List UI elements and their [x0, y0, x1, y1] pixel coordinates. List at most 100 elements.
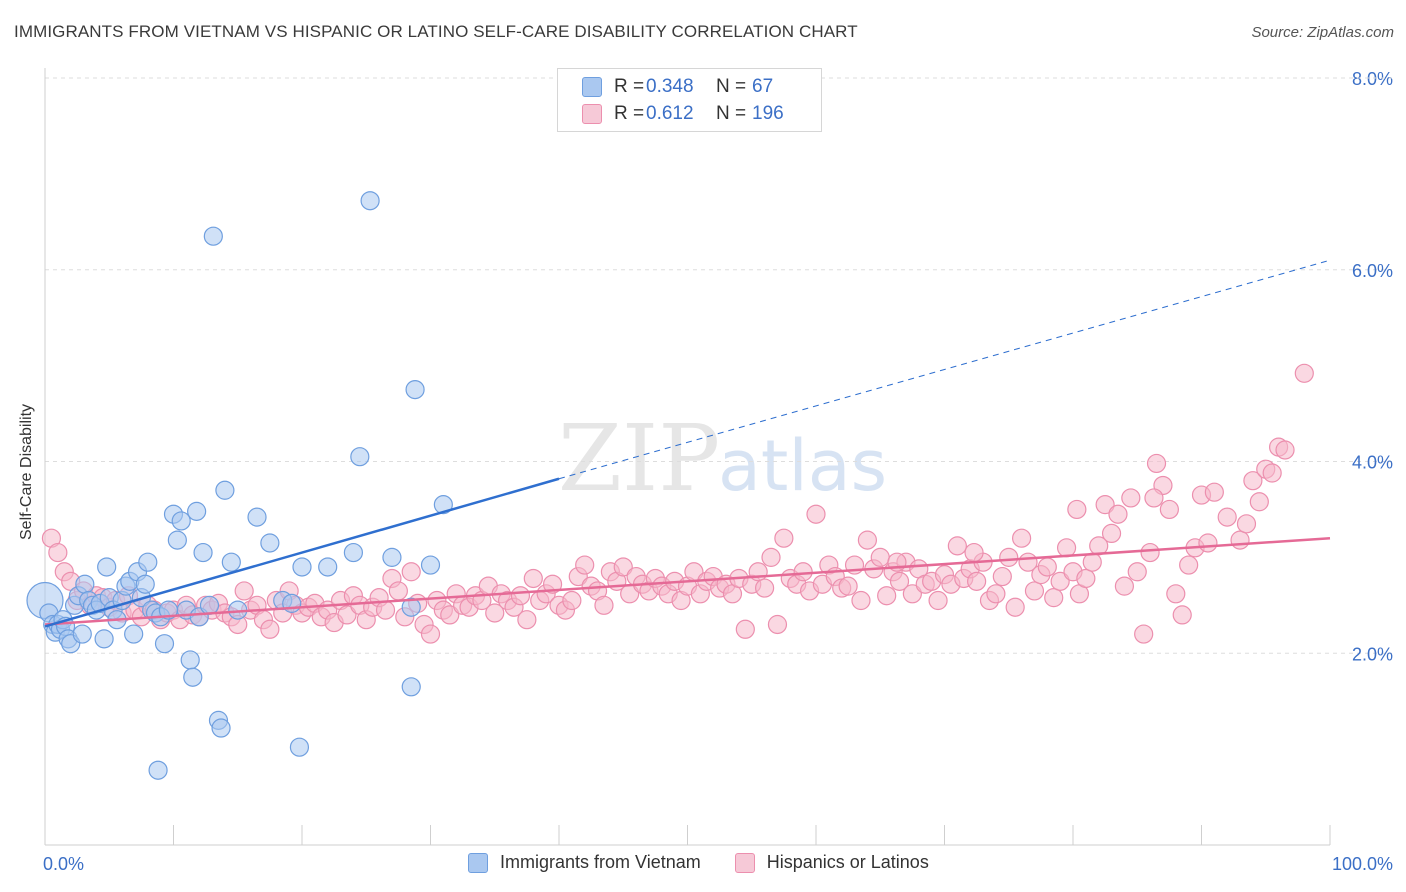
- vietnam-point: [193, 542, 213, 563]
- hispanic-point: [1044, 588, 1064, 608]
- hispanic-point: [1127, 562, 1147, 582]
- legend-n-label: N =: [716, 103, 747, 124]
- hispanic-point: [1275, 440, 1295, 460]
- vietnam-point: [215, 480, 235, 500]
- legend-item-vietnam: Immigrants from Vietnam: [468, 852, 701, 873]
- legend-row-hispanic: R = 0.612 N = 196: [582, 103, 784, 125]
- hispanic-point: [234, 581, 254, 601]
- hispanic-point: [857, 530, 878, 550]
- vietnam-point: [420, 555, 441, 575]
- vietnam-point: [97, 557, 117, 577]
- hispanic-point: [767, 614, 788, 635]
- vietnam-point: [401, 597, 421, 617]
- hispanic-point: [1204, 482, 1224, 502]
- hispanic-point: [1067, 499, 1087, 520]
- y-tick-label: 2.0%: [1352, 644, 1393, 664]
- hispanic-point: [992, 566, 1012, 587]
- vietnam-point: [318, 557, 338, 577]
- hispanic-point: [613, 557, 633, 577]
- vietnam-point: [260, 533, 280, 553]
- vietnam-point: [433, 495, 453, 515]
- hispanic-point: [1236, 514, 1257, 534]
- watermark-zip: ZIP: [558, 405, 720, 512]
- vietnam-point: [292, 557, 312, 577]
- vietnam-trend-line: [44, 477, 560, 628]
- hispanic-point: [440, 605, 460, 625]
- y-tick-label: 6.0%: [1352, 261, 1393, 281]
- hispanic-point: [1056, 538, 1077, 558]
- legend-swatch-pink: [734, 852, 755, 873]
- hispanic-point: [877, 586, 897, 606]
- hispanic-point: [542, 574, 563, 594]
- hispanic-point: [1262, 463, 1282, 483]
- hispanic-point: [1076, 568, 1096, 589]
- source-label: Source: ZipAtlas.com: [1251, 24, 1394, 41]
- vietnam-point: [401, 677, 421, 697]
- hispanic-point: [806, 504, 826, 524]
- hispanic-point: [735, 619, 755, 639]
- hispanic-point: [401, 562, 421, 582]
- legend-r-value: 0.348: [646, 76, 694, 97]
- hispanic-point: [1230, 530, 1250, 550]
- vietnam-point: [221, 552, 241, 572]
- hispanic-point: [1249, 492, 1269, 512]
- vietnam-point: [124, 624, 144, 644]
- vietnam-point: [247, 507, 267, 527]
- hispanic-point: [1179, 555, 1199, 575]
- legend-r-value: 0.612: [646, 103, 694, 124]
- hispanic-point: [485, 603, 505, 623]
- hispanic-point: [964, 542, 984, 563]
- vietnam-point: [199, 595, 220, 615]
- hispanic-point: [388, 581, 408, 601]
- vietnam-point: [382, 547, 402, 567]
- watermark-atlas: atlas: [718, 425, 887, 507]
- legend-label-vietnam: Immigrants from Vietnam: [500, 852, 701, 872]
- hispanic-point: [337, 605, 357, 625]
- hispanic-point: [1294, 363, 1314, 383]
- hispanic-point: [947, 536, 967, 556]
- hispanic-point: [967, 571, 987, 591]
- hispanic-point: [851, 590, 871, 611]
- hispanic-point: [1114, 576, 1135, 596]
- legend-swatch-blue: [468, 852, 488, 873]
- vietnam-point: [138, 552, 158, 572]
- hispanic-point: [260, 619, 280, 639]
- hispanic-point: [902, 584, 922, 604]
- legend-r-label: R =: [614, 76, 645, 97]
- vietnam-point: [211, 718, 231, 738]
- hispanic-point: [1108, 504, 1128, 524]
- hispanic-point: [1146, 453, 1167, 474]
- vietnam-point: [350, 447, 370, 467]
- hispanic-point: [1121, 488, 1141, 508]
- hispanic-point: [754, 578, 775, 598]
- vietnam-point: [167, 530, 187, 550]
- hispanic-point: [575, 555, 595, 575]
- hispanic-point: [1024, 581, 1045, 601]
- hispanic-point: [1082, 552, 1102, 572]
- hispanic-point: [523, 568, 543, 589]
- vietnam-point: [180, 650, 200, 670]
- legend-swatch-blue: [582, 77, 602, 97]
- hispanic-point: [562, 590, 582, 611]
- hispanic-point: [889, 571, 910, 591]
- hispanic-point: [838, 576, 858, 596]
- hispanic-point: [1101, 523, 1122, 544]
- hispanic-trend-line: [44, 536, 1331, 626]
- series-legend: Immigrants from Vietnam Hispanics or Lat…: [468, 852, 963, 873]
- vietnam-point: [183, 667, 203, 687]
- vietnam-point: [135, 574, 155, 594]
- vietnam-point: [282, 593, 302, 613]
- vietnam-point: [187, 501, 207, 521]
- hispanic-point: [1134, 624, 1154, 644]
- vietnam-point: [148, 760, 168, 780]
- x-tick-label-max: 100.0%: [1332, 854, 1393, 874]
- hispanic-point: [986, 584, 1006, 604]
- hispanic-point: [420, 624, 441, 644]
- stats-legend: R = 0.348 N = 67 R = 0.612 N = 196: [557, 68, 822, 132]
- vietnam-point: [289, 737, 310, 757]
- vietnam-point: [203, 226, 223, 246]
- hispanic-point: [1172, 605, 1192, 625]
- hispanic-point: [1011, 528, 1032, 548]
- y-axis-label: Self-Care Disability: [18, 403, 35, 540]
